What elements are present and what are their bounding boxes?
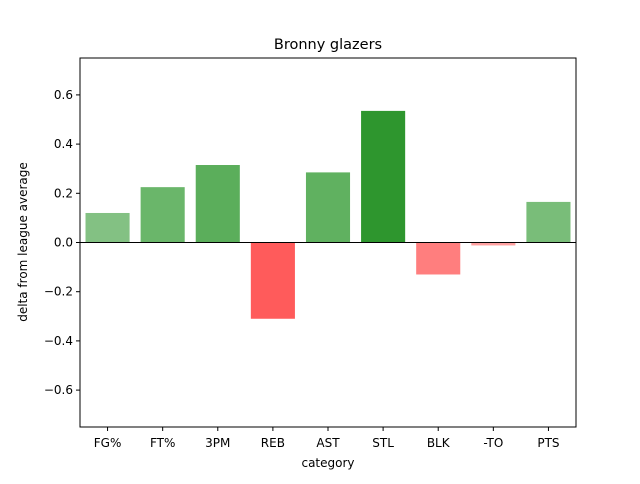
bar-blk <box>416 242 461 275</box>
bars-layer <box>85 110 571 319</box>
x-tick-label: STL <box>372 436 394 450</box>
bar-pts <box>526 201 571 243</box>
chart-title: Bronny glazers <box>274 37 382 53</box>
x-tick-label: FT% <box>150 436 175 450</box>
y-tick-label: 0.4 <box>54 137 73 151</box>
y-axis-ticks: −0.6 −0.4 −0.2 0.0 0.2 0.4 0.6 <box>44 88 80 397</box>
bar-fg <box>85 212 130 243</box>
x-tick-label: PTS <box>537 436 559 450</box>
bar-reb <box>250 242 295 319</box>
bar-to <box>471 242 516 246</box>
x-axis-label: category <box>301 456 354 470</box>
y-tick-label: 0.6 <box>54 88 73 102</box>
x-axis-ticks: FG% FT% 3PM REB AST STL BLK -TO PTS <box>94 427 560 450</box>
y-tick-label: −0.2 <box>44 285 73 299</box>
bar-ast <box>305 172 351 243</box>
x-tick-label: -TO <box>483 436 503 450</box>
y-tick-label: 0.2 <box>54 186 73 200</box>
bar-stl <box>361 110 406 243</box>
y-tick-label: 0.0 <box>54 236 73 250</box>
y-tick-label: −0.6 <box>44 383 73 397</box>
x-tick-label: AST <box>316 436 340 450</box>
x-tick-label: REB <box>261 436 285 450</box>
bar-3pm <box>195 165 240 243</box>
x-tick-label: BLK <box>427 436 451 450</box>
x-tick-label: FG% <box>94 436 122 450</box>
y-axis-label: delta from league average <box>16 162 30 322</box>
bar-ft <box>140 187 185 243</box>
y-tick-label: −0.4 <box>44 334 73 348</box>
x-tick-label: 3PM <box>205 436 230 450</box>
